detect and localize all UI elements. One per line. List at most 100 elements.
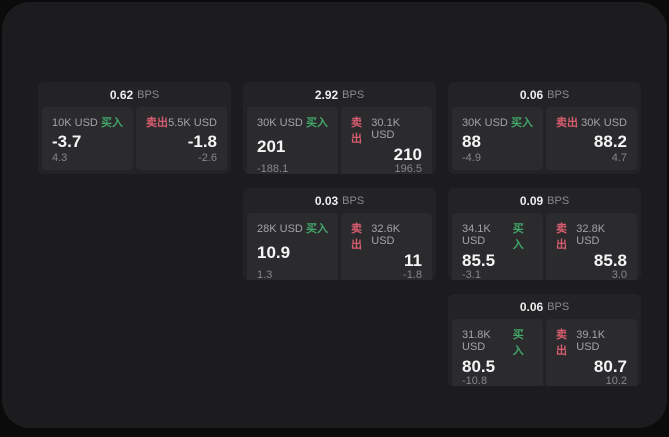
card-body: 34.1K USD 买入 85.5 -3.1 卖出 32.8K USD 85.8… [448, 213, 641, 280]
card-body: 30K USD 买入 201 -188.1 卖出 30.1K USD 210 1… [243, 107, 436, 174]
quote-card: 0.03 BPS 28K USD 买入 10.9 1.3 卖出 32.6K US… [243, 188, 436, 280]
buy-label: 买入 [512, 329, 524, 357]
buy-sub-value: 4.3 [52, 152, 68, 164]
buy-tile[interactable]: 30K USD 买入 88 -4.9 [452, 107, 543, 170]
buy-amount: 28K USD [257, 223, 303, 235]
buy-quote: 10.9 [257, 243, 291, 262]
bps-value: 2.92 [314, 87, 339, 102]
card-header: 0.09 BPS [448, 188, 641, 213]
quote-card: 0.09 BPS 34.1K USD 买入 85.5 -3.1 卖出 32.8K… [448, 188, 641, 280]
bps-value: 0.03 [314, 193, 339, 208]
sell-amount: 32.8K USD [576, 223, 606, 247]
sell-label: 卖出 [556, 329, 567, 357]
buy-tile-top: 31.8K USD 买入 [462, 326, 533, 358]
sell-label: 卖出 [556, 117, 578, 129]
buy-quote: 85.5 [462, 251, 496, 270]
bps-unit: BPS [547, 194, 570, 207]
buy-sub-value: -4.9 [462, 152, 481, 164]
buy-tile-top: 10K USD 买入 [52, 114, 123, 130]
sell-sub-value: -1.8 [403, 269, 422, 280]
sell-sub-value: -2.6 [198, 152, 217, 164]
card-header: 0.06 BPS [448, 294, 641, 319]
bps-value: 0.06 [519, 87, 544, 102]
sell-label: 卖出 [351, 223, 362, 251]
buy-label: 买入 [306, 117, 328, 129]
buy-sub-value: -10.8 [462, 375, 488, 386]
sell-sub-value: 10.2 [605, 375, 627, 386]
sell-tile[interactable]: 卖出 32.6K USD 11 -1.8 [341, 213, 432, 280]
sell-quote: 88.2 [593, 131, 627, 151]
buy-amount: 10K USD [52, 117, 98, 129]
buy-tile[interactable]: 28K USD 买入 10.9 1.3 [247, 213, 338, 280]
sell-tile-top: 卖出 5.5K USD [146, 114, 217, 130]
sell-tile[interactable]: 卖出 39.1K USD 80.7 10.2 [546, 319, 637, 386]
buy-tile[interactable]: 34.1K USD 买入 85.5 -3.1 [452, 213, 543, 280]
sell-quote: 210 [393, 145, 422, 164]
sell-label: 卖出 [556, 223, 567, 251]
buy-tile-top: 30K USD 买入 [462, 114, 533, 130]
sell-tile[interactable]: 卖出 32.8K USD 85.8 3.0 [546, 213, 637, 280]
sell-quote: 11 [404, 251, 422, 270]
sell-sub-value: 196.5 [394, 163, 422, 174]
card-body: 28K USD 买入 10.9 1.3 卖出 32.6K USD 11 -1.8 [243, 213, 436, 280]
card-header: 2.92 BPS [243, 82, 436, 107]
buy-tile[interactable]: 10K USD 买入 -3.7 4.3 [42, 107, 133, 170]
sell-tile[interactable]: 卖出 5.5K USD -1.8 -2.6 [136, 107, 227, 170]
buy-tile[interactable]: 31.8K USD 买入 80.5 -10.8 [452, 319, 543, 386]
sell-quote: 80.7 [593, 357, 627, 376]
sell-amount: 5.5K USD [168, 117, 217, 129]
bps-unit: BPS [342, 194, 365, 207]
buy-quote: 80.5 [462, 357, 496, 376]
buy-quote: 88 [462, 131, 481, 151]
sell-tile-top: 卖出 39.1K USD [556, 326, 627, 358]
buy-tile-top: 34.1K USD 买入 [462, 220, 533, 252]
quote-card: 0.06 BPS 31.8K USD 买入 80.5 -10.8 卖出 39.1… [448, 294, 641, 386]
bps-unit: BPS [137, 88, 160, 101]
sell-tile[interactable]: 卖出 30K USD 88.2 4.7 [546, 107, 637, 170]
app-surface: 0.62 BPS 10K USD 买入 -3.7 4.3 卖出 5.5K USD [2, 2, 667, 428]
card-body: 30K USD 买入 88 -4.9 卖出 30K USD 88.2 4.7 [448, 107, 641, 174]
buy-label: 买入 [101, 117, 123, 129]
buy-amount: 31.8K USD [462, 329, 491, 353]
buy-label: 买入 [306, 223, 328, 235]
sell-sub-value: 3.0 [611, 269, 627, 280]
sell-quote: 85.8 [593, 251, 627, 270]
sell-tile[interactable]: 卖出 30.1K USD 210 196.5 [341, 107, 432, 174]
bps-value: 0.09 [519, 193, 544, 208]
card-header: 0.03 BPS [243, 188, 436, 213]
buy-amount: 34.1K USD [462, 223, 491, 247]
sell-amount: 30.1K USD [371, 117, 401, 141]
buy-amount: 30K USD [462, 117, 508, 129]
buy-amount: 30K USD [257, 117, 303, 129]
buy-quote: 201 [257, 137, 286, 156]
card-header: 0.06 BPS [448, 82, 641, 107]
bps-unit: BPS [547, 300, 570, 313]
quote-card: 2.92 BPS 30K USD 买入 201 -188.1 卖出 30.1K … [243, 82, 436, 174]
card-header: 0.62 BPS [38, 82, 231, 107]
sell-amount: 32.6K USD [371, 223, 401, 247]
card-body: 10K USD 买入 -3.7 4.3 卖出 5.5K USD -1.8 -2.… [38, 107, 231, 174]
sell-quote: -1.8 [187, 131, 217, 151]
bps-value: 0.62 [109, 87, 134, 102]
sell-tile-top: 卖出 32.6K USD [351, 220, 422, 252]
sell-label: 卖出 [351, 117, 362, 145]
sell-amount: 30K USD [581, 117, 627, 129]
sell-amount: 39.1K USD [576, 329, 606, 353]
sell-tile-top: 卖出 30K USD [556, 114, 627, 130]
sell-sub-value: 4.7 [611, 152, 627, 164]
quote-card-grid: 0.62 BPS 10K USD 买入 -3.7 4.3 卖出 5.5K USD [38, 82, 641, 386]
buy-label: 买入 [511, 117, 533, 129]
buy-sub-value: -188.1 [257, 163, 289, 174]
buy-sub-value: 1.3 [257, 269, 273, 280]
buy-tile[interactable]: 30K USD 买入 201 -188.1 [247, 107, 338, 174]
sell-label: 卖出 [146, 117, 168, 129]
quote-card: 0.62 BPS 10K USD 买入 -3.7 4.3 卖出 5.5K USD [38, 82, 231, 174]
card-body: 31.8K USD 买入 80.5 -10.8 卖出 39.1K USD 80.… [448, 319, 641, 386]
bps-unit: BPS [342, 88, 365, 101]
quote-card: 0.06 BPS 30K USD 买入 88 -4.9 卖出 30K USD [448, 82, 641, 174]
buy-tile-top: 28K USD 买入 [257, 220, 328, 236]
bps-unit: BPS [547, 88, 570, 101]
buy-sub-value: -3.1 [462, 269, 481, 280]
sell-tile-top: 卖出 30.1K USD [351, 114, 422, 146]
buy-label: 买入 [512, 223, 524, 251]
